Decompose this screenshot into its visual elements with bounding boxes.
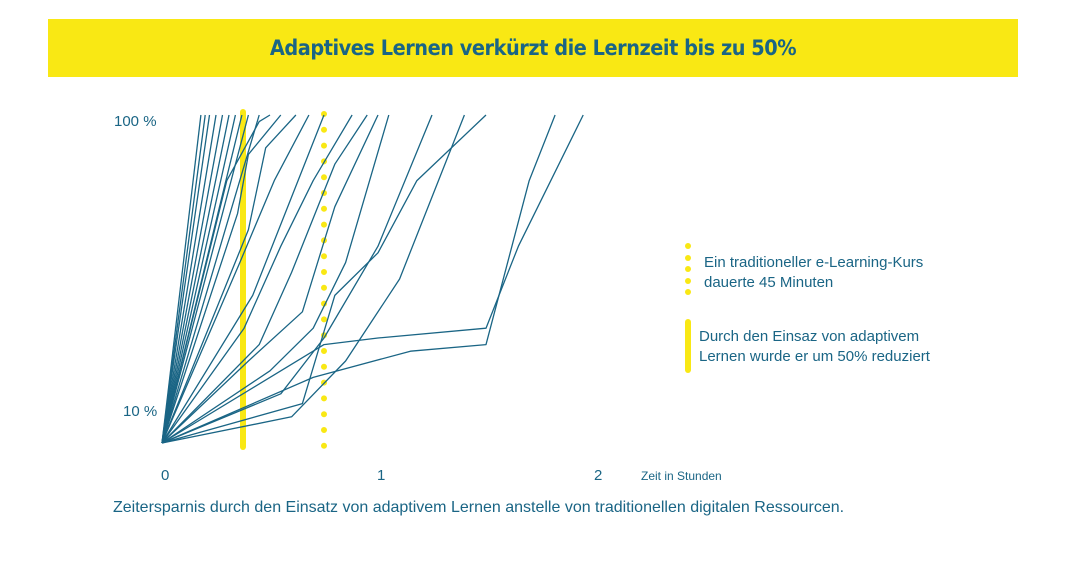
solid-legend-line-2: Lernen wurde er um 50% reduziert: [699, 348, 930, 365]
series-line-16: [161, 114, 353, 444]
series-line-3: [161, 114, 211, 444]
x-tick-label-1: 1: [377, 467, 386, 484]
series-line-23: [161, 114, 556, 444]
series-line-7: [161, 114, 237, 444]
dotted-legend-line-2: dauerte 45 Minuten: [704, 274, 834, 291]
series-line-24: [161, 114, 584, 444]
series-line-17: [161, 114, 368, 444]
dotted-line-legend: Ein traditioneller e-Learning-Kurs dauer…: [704, 253, 923, 293]
series-line-10: [161, 114, 260, 444]
y-tick-label-100: 100 %: [114, 113, 157, 130]
solid-line-legend: Durch den Einsaz von adaptivem Lernen wu…: [699, 327, 930, 367]
chart-title: Adaptives Lernen verkürzt die Lernzeit b…: [269, 36, 797, 60]
title-banner: Adaptives Lernen verkürzt die Lernzeit b…: [48, 19, 1018, 77]
chart-caption: Zeitersparnis durch den Einsatz von adap…: [113, 499, 845, 516]
series-line-22: [161, 114, 487, 444]
series-line-5: [161, 114, 224, 444]
x-axis-title: Zeit in Stunden: [641, 469, 722, 483]
dotted-legend-line-1: Ein traditioneller e-Learning-Kurs: [704, 254, 924, 271]
solid-line-legend-icon: [685, 319, 691, 373]
series-line-6: [161, 114, 230, 444]
series-line-20: [161, 114, 433, 444]
series-line-9: [161, 114, 250, 444]
series-line-11: [161, 114, 271, 444]
x-tick-label-2: 2: [594, 467, 603, 484]
series-line-18: [161, 114, 379, 444]
solid-legend-line-1: Durch den Einsaz von adaptivem: [699, 328, 920, 345]
series-line-13: [161, 114, 297, 444]
series-line-1: [161, 114, 202, 444]
y-tick-label-10: 10 %: [123, 403, 158, 420]
series-line-4: [161, 114, 217, 444]
series-line-14: [161, 114, 310, 444]
dotted-line-legend-icon: [685, 243, 691, 301]
series-line-15: [161, 114, 325, 444]
series-line-19: [161, 114, 390, 444]
x-tick-label-0: 0: [161, 467, 170, 484]
series-line-12: [161, 114, 282, 444]
series-line-2: [161, 114, 206, 444]
series-line-21: [161, 114, 466, 444]
